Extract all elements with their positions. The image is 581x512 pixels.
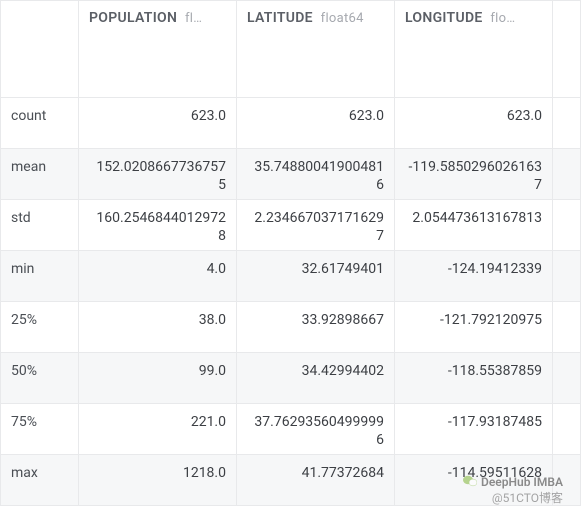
col-dtype: fl… [185, 11, 202, 26]
cell-value: 1218.0 [79, 455, 237, 506]
table-row: min 4.0 32.61749401 -124.19412339 [1, 251, 581, 302]
cell-value: 37.762935604999996 [237, 404, 395, 455]
cell-stub [553, 404, 581, 455]
row-label: count [1, 98, 79, 149]
row-label: max [1, 455, 79, 506]
cell-value: -118.55387859 [395, 353, 553, 404]
table-row: std 160.25468440129728 2.234667037171629… [1, 200, 581, 251]
table-row: 25% 38.0 33.92898667 -121.792120975 [1, 302, 581, 353]
col-dtype: float64 [321, 11, 364, 26]
cell-value: 623.0 [237, 98, 395, 149]
col-name: LATITUDE [247, 10, 313, 26]
cell-value: 35.748800419004816 [237, 149, 395, 200]
col-header-stub [553, 1, 581, 98]
table-header-row: POPULATION fl… LATITUDE float64 LONGITUD… [1, 1, 581, 98]
table-row: mean 152.02086677367575 35.7488004190048… [1, 149, 581, 200]
row-label: min [1, 251, 79, 302]
col-name: POPULATION [89, 10, 177, 26]
col-header-latitude: LATITUDE float64 [237, 1, 395, 98]
cell-value: 4.0 [79, 251, 237, 302]
table-row: count 623.0 623.0 623.0 [1, 98, 581, 149]
cell-value: 41.77372684 [237, 455, 395, 506]
cell-value: 99.0 [79, 353, 237, 404]
cell-value: 221.0 [79, 404, 237, 455]
col-dtype: flo… [490, 11, 515, 26]
col-header-longitude: LONGITUDE flo… [395, 1, 553, 98]
cell-value: 38.0 [79, 302, 237, 353]
cell-value: 33.92898667 [237, 302, 395, 353]
cell-stub [553, 149, 581, 200]
row-label: std [1, 200, 79, 251]
row-label: mean [1, 149, 79, 200]
row-label: 50% [1, 353, 79, 404]
cell-stub [553, 455, 581, 506]
cell-value: -124.19412339 [395, 251, 553, 302]
col-header-population: POPULATION fl… [79, 1, 237, 98]
cell-value: 2.2346670371716297 [237, 200, 395, 251]
row-label: 25% [1, 302, 79, 353]
cell-value: -117.93187485 [395, 404, 553, 455]
cell-stub [553, 251, 581, 302]
cell-value: 34.42994402 [237, 353, 395, 404]
cell-value: 160.25468440129728 [79, 200, 237, 251]
cell-value: 623.0 [395, 98, 553, 149]
table-row: 50% 99.0 34.42994402 -118.55387859 [1, 353, 581, 404]
cell-stub [553, 200, 581, 251]
cell-value: 623.0 [79, 98, 237, 149]
cell-value: -114.59511628 [395, 455, 553, 506]
table-row: max 1218.0 41.77372684 -114.59511628 [1, 455, 581, 506]
cell-value: -119.58502960261637 [395, 149, 553, 200]
cell-value: 32.61749401 [237, 251, 395, 302]
describe-table: POPULATION fl… LATITUDE float64 LONGITUD… [0, 0, 581, 506]
cell-stub [553, 353, 581, 404]
cell-value: -121.792120975 [395, 302, 553, 353]
cell-stub [553, 98, 581, 149]
table-row: 75% 221.0 37.762935604999996 -117.931874… [1, 404, 581, 455]
cell-value: 2.054473613167813 [395, 200, 553, 251]
col-name: LONGITUDE [405, 10, 483, 26]
row-label: 75% [1, 404, 79, 455]
col-header-index [1, 1, 79, 98]
cell-value: 152.02086677367575 [79, 149, 237, 200]
cell-stub [553, 302, 581, 353]
